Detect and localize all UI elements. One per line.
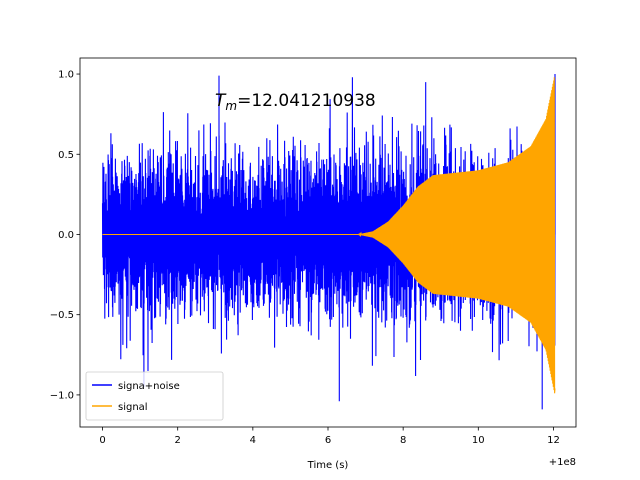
legend: signa+noise signal <box>85 371 224 421</box>
x-axis: 0 2 4 6 8 10 12 <box>99 427 560 446</box>
legend-label-signal: signal <box>118 402 148 413</box>
y-tick-label: −1.0 <box>50 390 74 401</box>
legend-box <box>85 371 224 421</box>
title-subscript: m <box>225 99 237 113</box>
y-tick-label: −0.5 <box>50 310 74 321</box>
plot-area <box>101 74 556 410</box>
x-tick-label: 6 <box>325 435 331 446</box>
legend-label-signal-noise: signa+noise <box>118 381 180 392</box>
x-tick-label: 4 <box>250 435 256 446</box>
x-tick-label: 10 <box>472 435 485 446</box>
x-tick-label: 12 <box>547 435 560 446</box>
x-tick-label: 0 <box>99 435 105 446</box>
y-tick-label: 1.0 <box>58 70 74 81</box>
y-tick-label: 0.5 <box>58 150 74 161</box>
x-tick-label: 2 <box>175 435 181 446</box>
y-tick-label: 0.0 <box>58 230 74 241</box>
title-symbol: T <box>215 91 227 111</box>
y-axis: −1.0 −0.5 0.0 0.5 1.0 <box>50 70 80 401</box>
x-axis-label: Time (s) <box>307 460 349 471</box>
title-value: =12.041210938 <box>237 91 376 111</box>
x-offset-label: +1e8 <box>549 457 576 468</box>
chart-title: Tm=12.041210938 <box>215 91 376 113</box>
x-tick-label: 8 <box>400 435 406 446</box>
series-signal <box>102 77 556 394</box>
